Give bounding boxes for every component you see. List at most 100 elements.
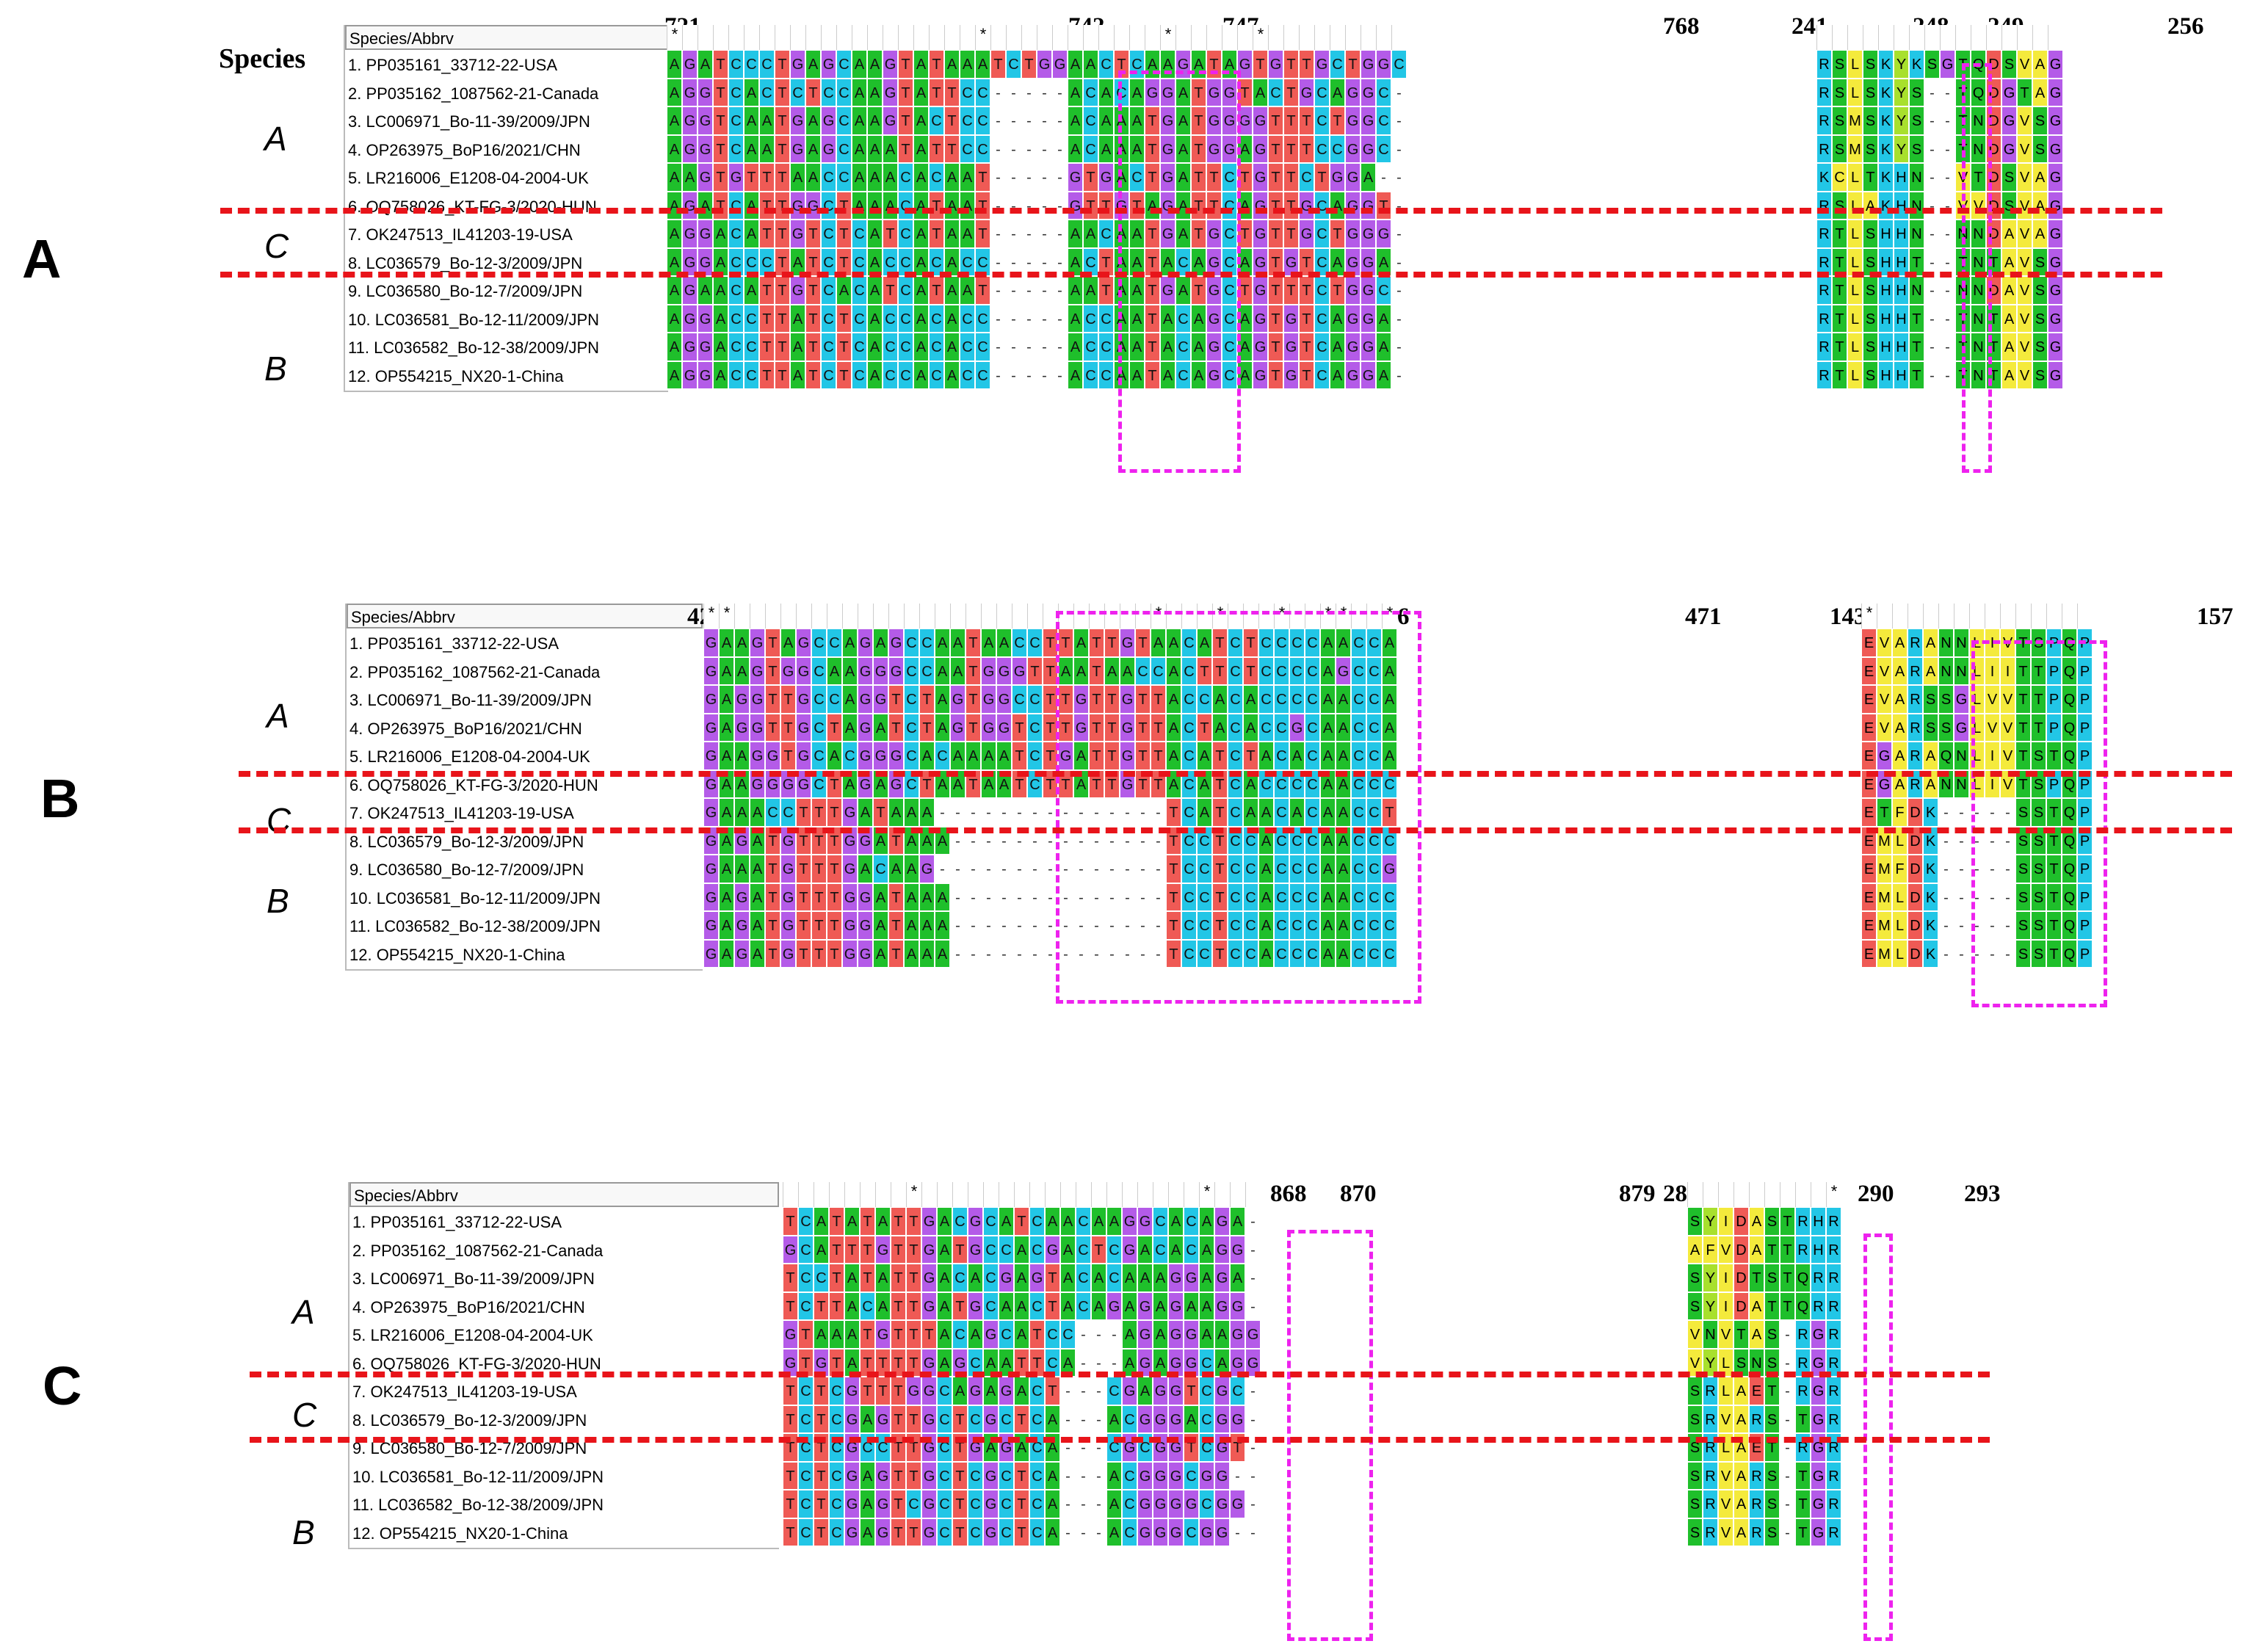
aa-residue: D	[1733, 1264, 1749, 1292]
species-name[interactable]: 4. OP263975_BoP16/2021/CHN	[349, 719, 582, 738]
aa-residue: N	[1954, 656, 1969, 685]
aa-residue: S	[1923, 713, 1938, 742]
nt-residue: -	[1043, 826, 1058, 855]
species-name[interactable]: 1. PP035161_33712-22-USA	[352, 1213, 562, 1231]
aa-residue: A	[1749, 1320, 1764, 1349]
species-name[interactable]: 12. OP554215_NX20-1-China	[349, 945, 565, 964]
aa-residue: N	[1954, 628, 1969, 657]
species-name[interactable]: 2. PP035162_1087562-21-Canada	[348, 84, 599, 103]
species-name[interactable]: 10. LC036581_Bo-12-11/2009/JPN	[349, 888, 601, 907]
nt-residue: A	[913, 50, 929, 79]
nt-residue: -	[1230, 1461, 1245, 1490]
nt-residue: A	[1212, 713, 1228, 742]
nt-residue: -	[996, 939, 1012, 968]
aa-residue: G	[2048, 276, 2063, 305]
nt-residue: C	[1181, 713, 1197, 742]
nt-residue: G	[1361, 304, 1376, 333]
species-name[interactable]: 10. LC036581_Bo-12-11/2009/JPN	[352, 1467, 604, 1486]
nt-residue: C	[1029, 1490, 1045, 1518]
nt-conservation-mark	[1076, 1182, 1091, 1207]
nt-residue: T	[875, 1377, 891, 1405]
nt-residue: A	[860, 1461, 875, 1490]
nt-conservation-mark	[1135, 604, 1151, 628]
species-name[interactable]: 5. LR216006_E1208-04-2004-UK	[349, 747, 590, 766]
nt-residue: G	[952, 1348, 968, 1377]
species-name[interactable]: 11. LC036582_Bo-12-38/2009/JPN	[349, 917, 601, 935]
nt-residue: A	[935, 826, 950, 855]
species-name[interactable]: 2. PP035162_1087562-21-Canada	[349, 662, 601, 681]
nt-residue: A	[1137, 1264, 1153, 1292]
species-name[interactable]: 3. LC006971_Bo-11-39/2009/JPN	[348, 112, 590, 131]
species-name[interactable]: 11. LC036582_Bo-12-38/2009/JPN	[348, 338, 600, 357]
species-name[interactable]: 7. OK247513_IL41203-19-USA	[352, 1383, 577, 1401]
species-name[interactable]: 6. OQ758026_KT-FG-3/2020-HUN	[352, 1354, 601, 1373]
species-name[interactable]: 4. OP263975_BoP16/2021/CHN	[352, 1297, 585, 1316]
nt-conservation-mark	[1043, 604, 1058, 628]
nt-residue: G	[796, 769, 811, 798]
nt-residue: C	[728, 78, 744, 106]
nt-residue: C	[1330, 50, 1345, 79]
aa-residue: D	[1908, 911, 1923, 940]
nt-residue: C	[919, 628, 935, 657]
species-name[interactable]: 11. LC036582_Bo-12-38/2009/JPN	[352, 1496, 604, 1514]
aa-residue: T	[2031, 656, 2046, 685]
species-name[interactable]: 12. OP554215_NX20-1-China	[352, 1524, 568, 1543]
aa-residue: V	[1718, 1235, 1733, 1264]
nt-residue: T	[713, 191, 728, 220]
nt-residue: G	[1206, 276, 1222, 305]
nt-residue: T	[811, 911, 827, 940]
nt-residue: A	[852, 78, 867, 106]
species-name[interactable]: 12. OP554215_NX20-1-China	[348, 366, 564, 385]
species-name[interactable]: 5. LR216006_E1208-04-2004-UK	[352, 1326, 593, 1344]
species-name[interactable]: 10. LC036581_Bo-12-11/2009/JPN	[348, 310, 600, 329]
nt-residue: C	[960, 78, 975, 106]
aa-residue: S	[1764, 1348, 1780, 1377]
nt-residue: T	[929, 220, 944, 248]
aa-residue: T	[1780, 1264, 1795, 1292]
nt-residue: G	[1214, 1461, 1230, 1490]
species-name[interactable]: 9. LC036580_Bo-12-7/2009/JPN	[349, 861, 584, 879]
species-name[interactable]: 9. LC036580_Bo-12-7/2009/JPN	[348, 282, 583, 300]
species-name[interactable]: 8. LC036579_Bo-12-3/2009/JPN	[349, 832, 584, 851]
nt-conservation-mark	[1206, 25, 1222, 50]
species-name[interactable]: 1. PP035161_33712-22-USA	[348, 56, 557, 74]
nt-residue: -	[1006, 333, 1021, 361]
aa-residue: K	[1923, 826, 1938, 855]
aa-residue: S	[1863, 247, 1878, 276]
species-name[interactable]: 1. PP035161_33712-22-USA	[349, 634, 559, 653]
species-name[interactable]: 7. OK247513_IL41203-19-USA	[348, 225, 573, 244]
nt-residue: T	[1299, 333, 1314, 361]
nt-conservation-mark	[883, 25, 898, 50]
nt-residue: A	[904, 855, 919, 883]
species-name[interactable]: 5. LR216006_E1208-04-2004-UK	[348, 169, 589, 187]
nt-conservation-mark	[1166, 604, 1181, 628]
nt-residue: C	[1098, 50, 1114, 79]
species-name[interactable]: 6. OQ758026_KT-FG-3/2020-HUN	[348, 197, 597, 216]
species-name[interactable]: 2. PP035162_1087562-21-Canada	[352, 1241, 604, 1260]
aa-residue: V	[1718, 1518, 1733, 1546]
nt-residue: G	[682, 78, 698, 106]
nt-residue: T	[1191, 220, 1206, 248]
nt-residue: T	[921, 1320, 937, 1349]
nt-residue: G	[906, 1377, 921, 1405]
species-name[interactable]: 6. OQ758026_KT-FG-3/2020-HUN	[349, 775, 598, 794]
nt-residue: T	[860, 1235, 875, 1264]
nt-residue: -	[1120, 855, 1135, 883]
nt-residue: G	[780, 883, 796, 911]
species-name[interactable]: 3. LC006971_Bo-11-39/2009/JPN	[349, 691, 592, 709]
nt-residue: -	[990, 106, 1006, 135]
species-name[interactable]: 4. OP263975_BoP16/2021/CHN	[348, 140, 581, 159]
nt-residue: A	[1336, 628, 1351, 657]
species-name[interactable]: 7. OK247513_IL41203-19-USA	[349, 804, 574, 822]
species-name[interactable]: 8. LC036579_Bo-12-3/2009/JPN	[348, 253, 583, 272]
nt-residue: T	[891, 1405, 906, 1433]
nt-residue: C	[1029, 1235, 1045, 1264]
species-name[interactable]: 3. LC006971_Bo-11-39/2009/JPN	[352, 1269, 595, 1288]
nt-residue: T	[1045, 1264, 1060, 1292]
nt-residue: T	[906, 1264, 921, 1292]
species-name[interactable]: 8. LC036579_Bo-12-3/2009/JPN	[352, 1410, 587, 1430]
nt-residue: -	[981, 855, 996, 883]
nt-residue: A	[1091, 1264, 1106, 1292]
nt-residue: G	[698, 106, 713, 135]
nt-residue: C	[798, 1235, 814, 1264]
